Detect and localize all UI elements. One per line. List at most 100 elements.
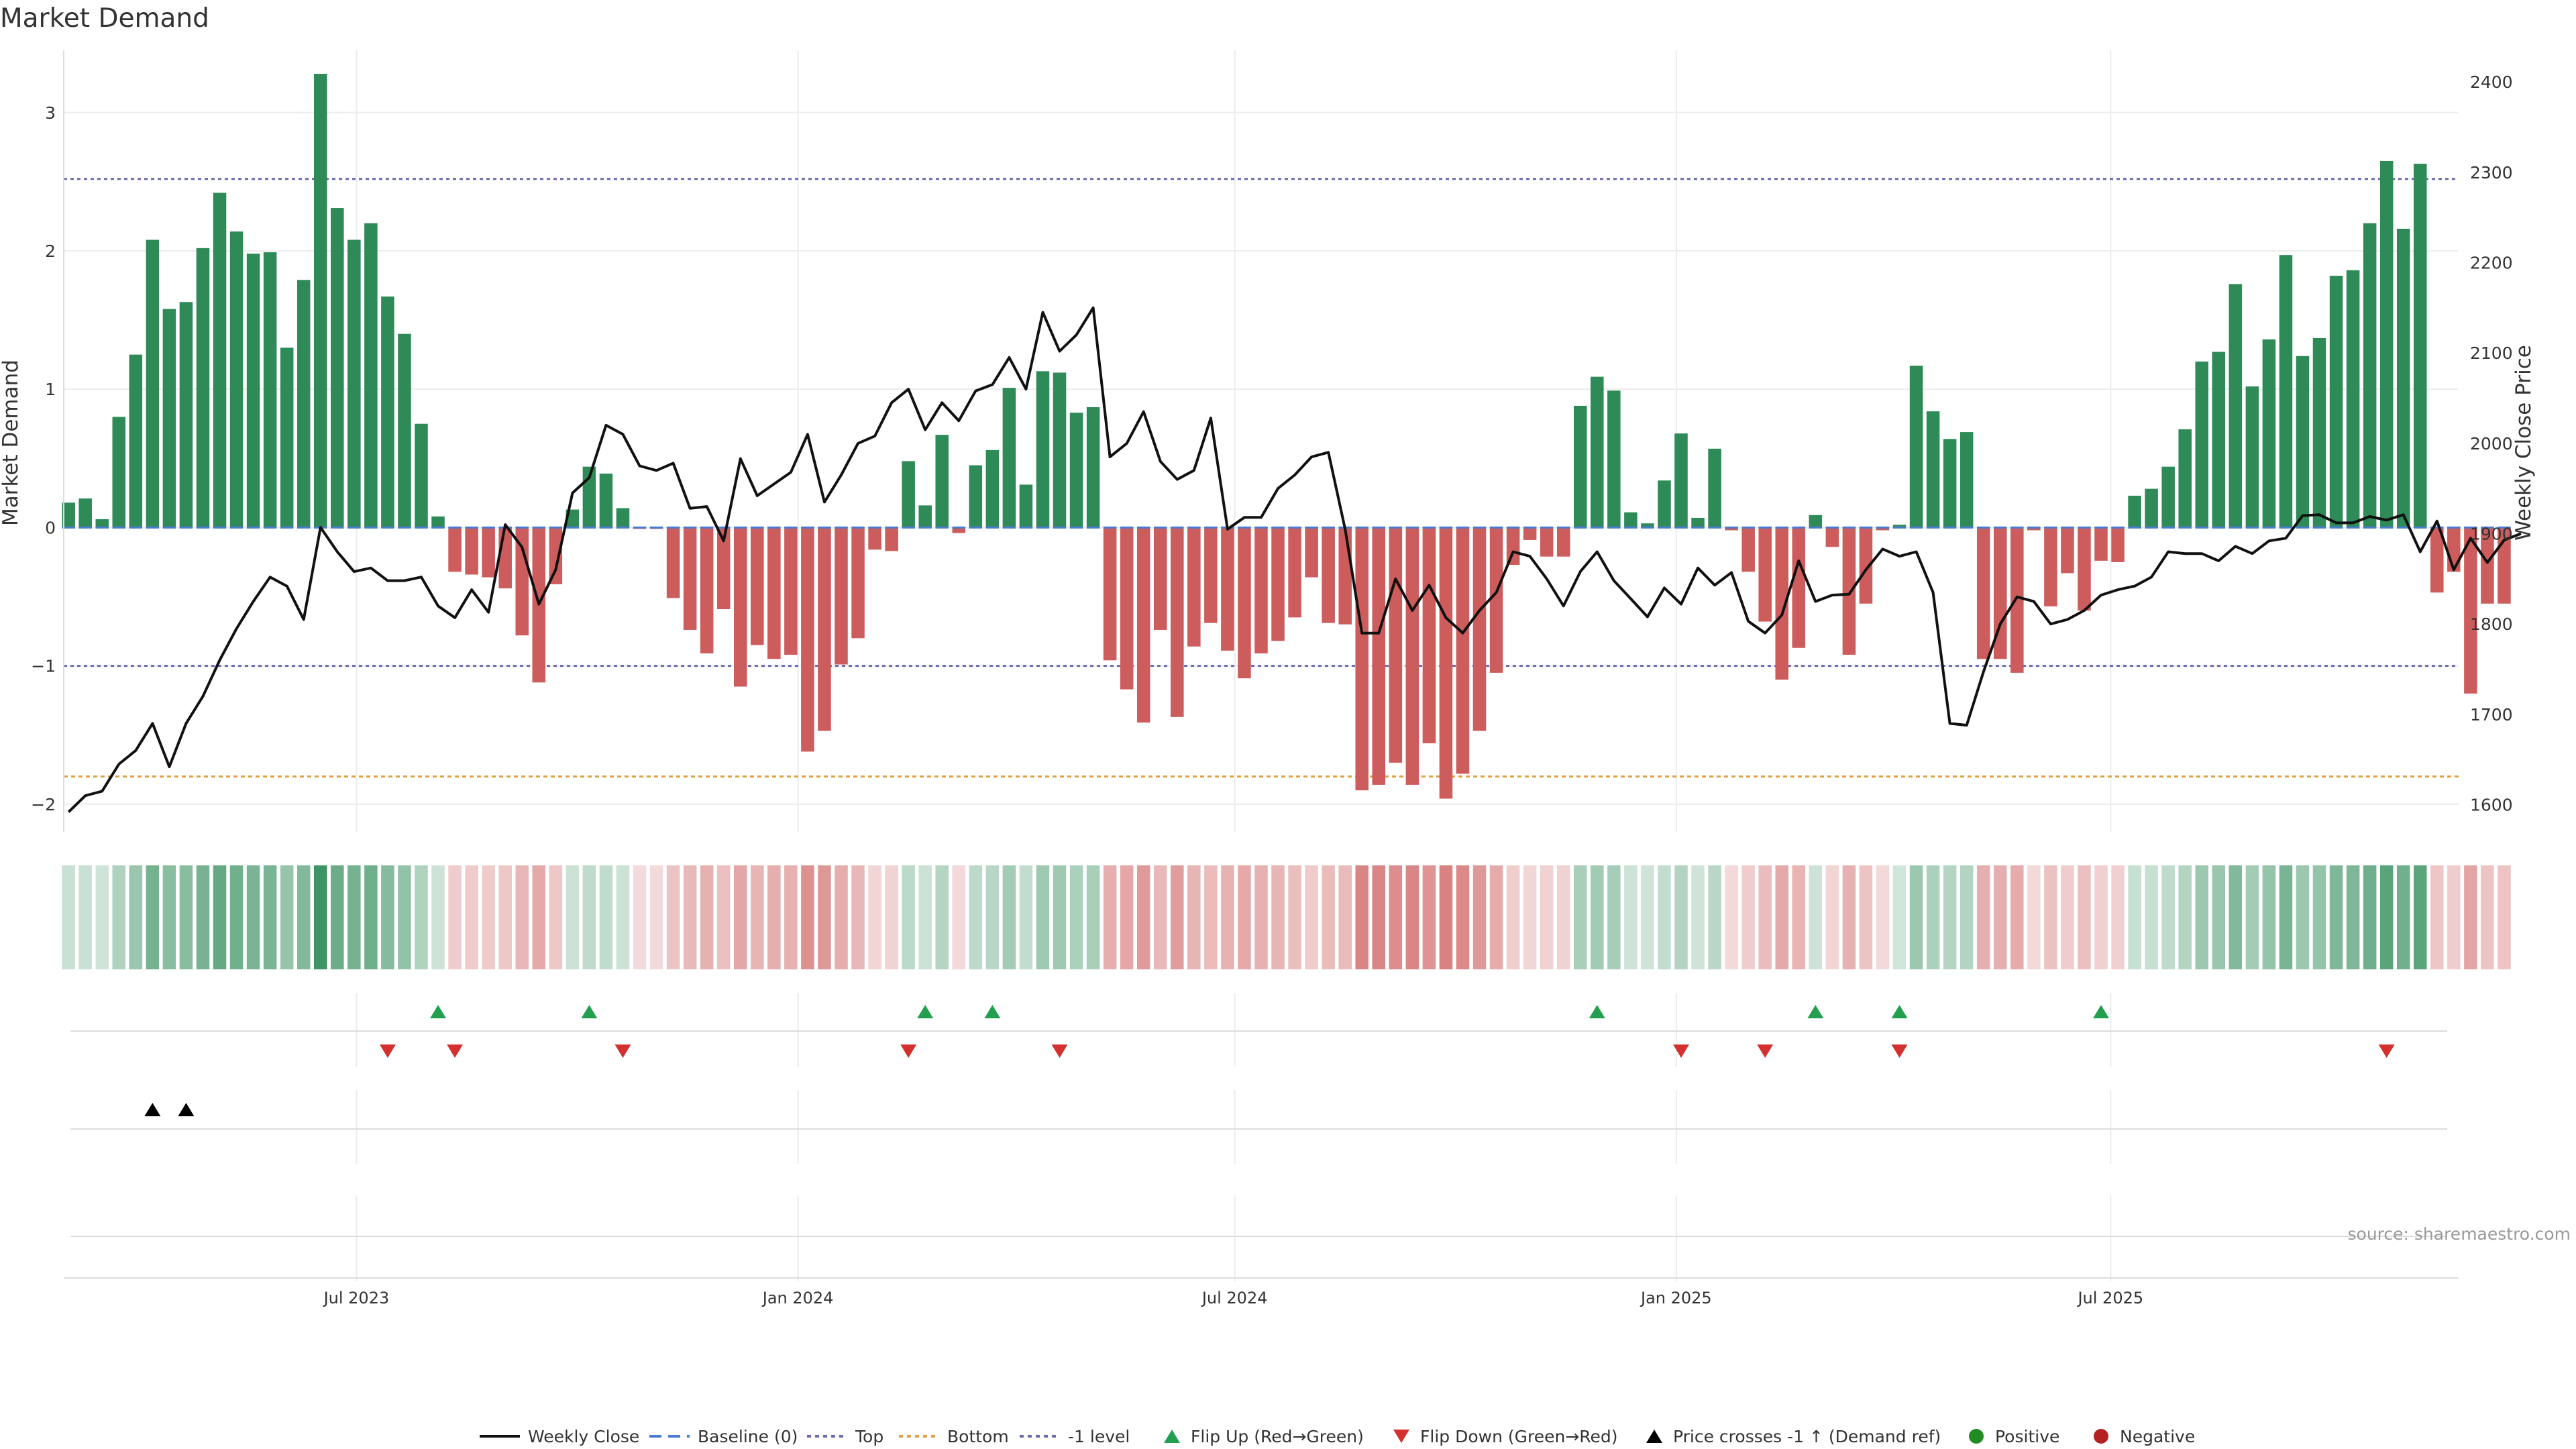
flip-marker-panel — [70, 1005, 2447, 1058]
heat-cell — [62, 865, 75, 969]
negative-demand-bar — [733, 527, 747, 687]
heat-cell — [398, 865, 411, 969]
heat-cell — [1809, 865, 1823, 969]
heat-cell — [1792, 865, 1806, 969]
negative-demand-bar — [448, 527, 462, 572]
x-tick-label: Jan 2024 — [761, 1289, 834, 1307]
heat-cell — [515, 865, 529, 969]
heat-cell — [1691, 865, 1705, 969]
negative-demand-bar — [1876, 527, 1890, 531]
positive-demand-bar — [918, 505, 932, 528]
negative-demand-bar — [1288, 527, 1301, 618]
negative-demand-bar — [1355, 527, 1369, 791]
heat-cell — [935, 865, 949, 969]
heat-cell — [700, 865, 714, 969]
positive-demand-bar — [1573, 405, 1587, 528]
heat-cell — [2078, 865, 2091, 969]
legend-label: Flip Up (Red→Green) — [1191, 1427, 1364, 1446]
heat-cell — [196, 865, 210, 969]
positive-demand-bar — [1658, 480, 1671, 528]
flip-up-marker — [1807, 1005, 1824, 1018]
negative-demand-bar — [1540, 527, 1554, 557]
positive-demand-bar — [1960, 432, 1974, 528]
positive-demand-bar — [2145, 488, 2158, 528]
heat-cell — [179, 865, 193, 969]
heat-cell — [1909, 865, 1923, 969]
heat-cell — [465, 865, 478, 969]
positive-demand-bar — [902, 461, 915, 528]
positive-demand-bar — [616, 508, 630, 528]
left-tick-label: 1 — [45, 380, 56, 399]
heat-cell — [1288, 865, 1301, 969]
positive-demand-bar — [1019, 484, 1033, 528]
heat-cell — [331, 865, 344, 969]
positive-demand-bar — [2195, 361, 2209, 528]
heat-cell — [767, 865, 781, 969]
heat-cell — [1624, 865, 1638, 969]
negative-demand-bar — [1372, 527, 1386, 785]
heat-cell — [1405, 865, 1419, 969]
negative-demand-bar — [1775, 527, 1789, 680]
negative-demand-bar — [1439, 527, 1453, 799]
positive-demand-bar — [969, 465, 983, 528]
heat-cell — [1926, 865, 1940, 969]
heat-cell — [1960, 865, 1974, 969]
heat-cell — [985, 865, 1000, 969]
positive-demand-bar — [196, 248, 210, 528]
right-tick-label: 1900 — [2470, 525, 2513, 544]
heat-cell — [2212, 865, 2226, 969]
heat-cell — [1976, 865, 1990, 969]
heat-cell — [2111, 865, 2125, 969]
heat-cell — [1069, 865, 1083, 969]
heat-cell — [162, 865, 176, 969]
positive-demand-bar — [1086, 407, 1100, 528]
right-tick-label: 2400 — [2470, 72, 2513, 92]
heat-cell — [2414, 865, 2427, 969]
heat-cell — [2044, 865, 2057, 969]
negative-demand-bar — [1187, 527, 1201, 647]
heat-cell — [415, 865, 428, 969]
heat-cell — [146, 865, 160, 969]
positive-demand-bar — [1591, 376, 1604, 528]
negative-demand-bar — [1204, 527, 1218, 623]
negative-demand-bar — [801, 527, 814, 752]
positive-demand-bar — [2245, 386, 2259, 528]
heat-cell — [1271, 865, 1285, 969]
heat-cell — [1153, 865, 1167, 969]
positive-demand-bar — [985, 449, 1000, 528]
heat-cell — [2329, 865, 2343, 969]
legend-swatch — [1969, 1429, 1984, 1444]
weekly-close-line — [67, 306, 2522, 813]
right-tick-label: 1800 — [2470, 614, 2513, 634]
negative-demand-bar — [1489, 527, 1503, 673]
negative-demand-bar — [2111, 527, 2125, 562]
positive-demand-bar — [1909, 366, 1923, 528]
legend-swatch — [1646, 1430, 1662, 1443]
positive-demand-bar — [1036, 371, 1050, 528]
heat-cell — [95, 865, 109, 969]
positive-demand-bar — [2329, 276, 2343, 528]
heat-cell — [2464, 865, 2477, 969]
negative-demand-bar — [683, 527, 697, 630]
heat-cell — [2245, 865, 2259, 969]
heat-cell — [1422, 865, 1436, 969]
positive-demand-bar — [213, 193, 227, 528]
negative-demand-bar — [1389, 527, 1403, 763]
positive-demand-bar — [2212, 352, 2226, 528]
flip-down-marker — [2378, 1044, 2395, 1058]
negative-demand-bar — [2061, 527, 2074, 574]
flip-down-marker — [1051, 1044, 1068, 1058]
positive-demand-bar — [1624, 512, 1638, 528]
heat-cell — [2363, 865, 2377, 969]
negative-demand-bar — [1338, 527, 1352, 625]
negative-demand-bar — [1859, 527, 1873, 604]
heat-cell — [1725, 865, 1738, 969]
left-tick-label: 2 — [45, 241, 56, 261]
positive-demand-bar — [1691, 517, 1705, 528]
right-tick-label: 2000 — [2470, 434, 2513, 453]
legend-label: Positive — [1995, 1427, 2059, 1446]
heat-cell — [2061, 865, 2074, 969]
heat-cell — [1489, 865, 1503, 969]
positive-demand-bar — [2312, 337, 2326, 528]
x-tick-label: Jul 2025 — [2076, 1289, 2143, 1307]
